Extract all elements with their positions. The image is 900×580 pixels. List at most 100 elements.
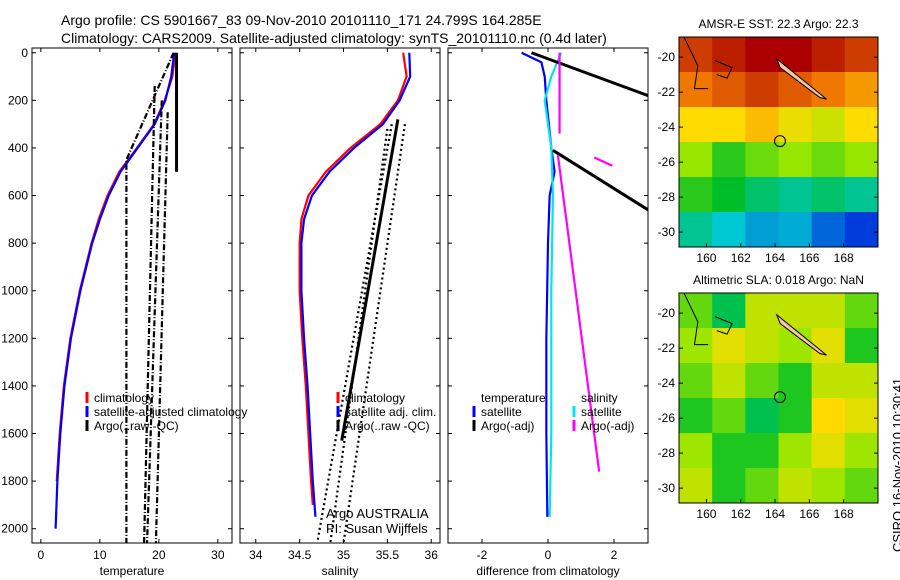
- heatmap-cell: [712, 328, 746, 364]
- heatmap-cell: [745, 328, 779, 364]
- heatmap-cell: [745, 468, 779, 504]
- heatmap-cell: [679, 363, 713, 399]
- salinity-panel: 34 34.5 35 35.5 36 salinity: [239, 47, 441, 578]
- salinity-series-satellite-adj-clim-: [300, 52, 412, 517]
- x-tick-label: 30: [211, 548, 225, 562]
- heatmap-cell: [778, 177, 813, 213]
- figure-title-line2: Climatology: CARS2009. Satellite-adjuste…: [61, 30, 607, 46]
- y-tick-label: -24: [658, 120, 676, 134]
- heatmap-cell: [712, 107, 746, 143]
- pi-label: PI: Susan Wijffels: [326, 521, 428, 536]
- heatmap-cell: [712, 433, 746, 469]
- sst-map-border: [678, 36, 879, 248]
- x-axis-label: temperature: [100, 564, 165, 578]
- new-caledonia-island: [775, 313, 827, 356]
- heatmap-cell: [778, 107, 813, 143]
- float-position-marker: [773, 391, 786, 404]
- y-tick-label: -22: [658, 341, 676, 355]
- heatmap-cell: [844, 142, 879, 178]
- reef-contour: [714, 60, 733, 79]
- sst-map: 160 162 164 166 168 -20 -22 -24 -26 -28 -30 AMSR-E …: [658, 17, 879, 265]
- heatmap-cell: [712, 177, 746, 213]
- heatmap-cell: [811, 328, 846, 364]
- heatmap-cell: [811, 37, 846, 73]
- legend-label: climatology: [345, 391, 405, 405]
- legend-label: climatology: [94, 391, 154, 405]
- x-tick-label: 162: [731, 251, 751, 265]
- heatmap-cell: [778, 468, 813, 504]
- x-tick-label: 2: [611, 548, 618, 562]
- heatmap-cell: [712, 72, 746, 108]
- y-tick-label: -24: [658, 376, 676, 390]
- heatmap-cell: [811, 107, 846, 143]
- x-axis-label: difference from climatology: [476, 564, 619, 578]
- y-tick-label: -28: [658, 190, 676, 204]
- heatmap-cell: [712, 37, 746, 73]
- y-tick-label: -20: [658, 50, 676, 64]
- y-tick-label: 1600: [1, 427, 28, 441]
- heatmap-cell: [712, 363, 746, 399]
- heatmap-cell: [844, 398, 879, 434]
- salinity-series-group: [298, 52, 412, 543]
- x-tick-label: 10: [93, 548, 107, 562]
- heatmap-cell: [679, 142, 713, 178]
- heatmap-cell: [745, 398, 779, 434]
- heatmap-cell: [745, 212, 779, 248]
- sla-map: 160 162 164 166 168 -20 -22 -24 -26 -28 -30 Altimet…: [658, 273, 879, 521]
- argo-country-label: Argo AUSTRALIA: [326, 506, 429, 521]
- temperature-axes-box: [31, 47, 233, 544]
- heatmap-cell: [679, 293, 713, 329]
- heatmap-cell: [712, 398, 746, 434]
- y-tick-label: 2000: [1, 522, 28, 536]
- heatmap-cell: [679, 37, 713, 73]
- y-tick-label: -28: [658, 446, 676, 460]
- timestamp-label: CSIRO 16-Nov-2010 10:30:41: [890, 377, 900, 552]
- y-tick-label: -20: [658, 306, 676, 320]
- heatmap-cell: [679, 212, 713, 248]
- reef-contour: [683, 36, 709, 90]
- x-tick-label: 166: [799, 507, 819, 521]
- heatmap-cell: [679, 177, 713, 213]
- heatmap-cell: [745, 72, 779, 108]
- heatmap-cell: [844, 177, 879, 213]
- x-tick-label: 164: [765, 251, 785, 265]
- x-tick-label: 162: [731, 507, 751, 521]
- heatmap-cell: [844, 293, 879, 329]
- y-tick-label: 1400: [1, 379, 28, 393]
- heatmap-cell: [844, 433, 879, 469]
- heatmap-cell: [745, 363, 779, 399]
- legend-label: satellite: [581, 405, 622, 419]
- y-tick-label: -26: [658, 155, 676, 169]
- x-tick-label: 35.5: [376, 548, 400, 562]
- new-caledonia-island: [775, 57, 827, 100]
- temperature-series-argo-raw-qc-: [154, 112, 169, 543]
- temperature-series-argo-raw-qc-: [142, 86, 156, 543]
- heatmap-cell: [778, 363, 813, 399]
- heatmap-cell: [844, 212, 879, 248]
- difference-series-temperature-argo-adj-: [552, 149, 648, 212]
- difference-series-temperature-argo-adj-: [530, 51, 648, 98]
- heatmap-cell: [811, 177, 846, 213]
- y-tick-label: -30: [658, 225, 676, 239]
- difference-series-group: [521, 51, 648, 517]
- x-tick-label: 166: [799, 251, 819, 265]
- y-tick-label: 200: [8, 93, 28, 107]
- temperature-series-group: [54, 52, 179, 543]
- x-tick-label: 34: [249, 548, 263, 562]
- heatmap-cell: [811, 293, 846, 329]
- y-tick-label: -30: [658, 481, 676, 495]
- heatmap-cell: [844, 107, 879, 143]
- reef-contour: [714, 316, 733, 335]
- heatmap-cell: [679, 398, 713, 434]
- heatmap-cell: [811, 212, 846, 248]
- heatmap-cell: [811, 398, 846, 434]
- x-tick-label: 0: [38, 548, 45, 562]
- x-tick-label: 35: [337, 548, 351, 562]
- x-tick-label: 168: [834, 251, 854, 265]
- sst-map-title: AMSR-E SST: 22.3 Argo: 22.3: [698, 17, 858, 31]
- x-tick-label: 34.5: [288, 548, 312, 562]
- float-position-marker: [773, 135, 786, 148]
- difference-series-salinity-satellite: [543, 52, 563, 517]
- x-axis-label: salinity: [322, 564, 359, 578]
- y-tick-label: 800: [8, 236, 28, 250]
